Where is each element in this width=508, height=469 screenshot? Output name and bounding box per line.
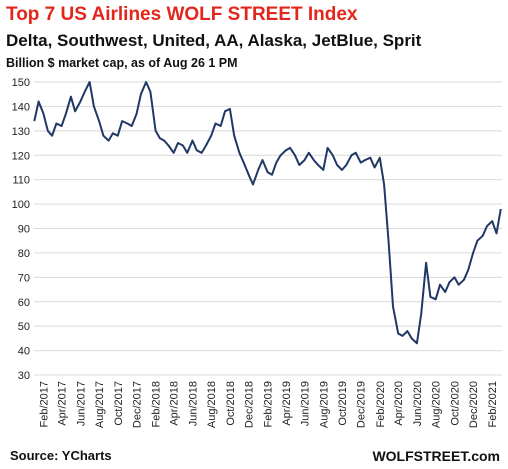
y-tick-label: 150: [12, 77, 30, 89]
chart-subtitle: Delta, Southwest, United, AA, Alaska, Je…: [6, 31, 422, 50]
chart-title: Top 7 US Airlines WOLF STREET Index: [6, 4, 358, 25]
x-tick-label: Jun/2019: [300, 381, 312, 426]
y-tick-label: 80: [18, 248, 30, 260]
chart-units-note: Billion $ market cap, as of Aug 26 1 PM: [6, 56, 238, 70]
y-tick-label: 60: [18, 297, 30, 309]
x-tick-label: Oct/2017: [113, 381, 125, 426]
y-tick-label: 110: [12, 175, 30, 187]
x-tick-label: Aug/2017: [94, 381, 106, 428]
x-tick-label: Oct/2020: [449, 381, 461, 426]
y-tick-label: 100: [12, 199, 30, 211]
y-tick-label: 130: [12, 126, 30, 138]
x-tick-label: Oct/2019: [337, 381, 349, 426]
x-tick-label: Aug/2019: [318, 381, 330, 428]
x-tick-label: Jun/2017: [75, 381, 87, 426]
x-tick-label: Apr/2018: [169, 381, 181, 426]
x-tick-label: Apr/2019: [281, 381, 293, 426]
y-tick-label: 90: [18, 224, 30, 236]
x-tick-label: Feb/2020: [375, 381, 387, 427]
brand-label: WOLFSTREET.com: [372, 448, 500, 464]
x-tick-label: Jun/2018: [187, 381, 199, 426]
x-tick-label: Aug/2020: [431, 381, 443, 428]
y-tick-label: 120: [12, 150, 30, 162]
y-tick-label: 40: [18, 346, 30, 358]
x-tick-label: Dec/2017: [132, 381, 144, 428]
source-label: Source: YCharts: [10, 448, 112, 463]
x-tick-label: Jun/2020: [412, 381, 424, 426]
x-tick-label: Feb/2019: [263, 381, 275, 427]
x-tick-label: Feb/2021: [487, 381, 499, 427]
x-tick-label: Dec/2020: [468, 381, 480, 428]
x-tick-label: Apr/2020: [393, 381, 405, 426]
y-tick-label: 50: [18, 321, 30, 333]
y-tick-label: 30: [18, 370, 30, 382]
x-tick-label: Apr/2017: [57, 381, 69, 426]
x-tick-label: Feb/2018: [151, 381, 163, 427]
x-tick-label: Aug/2018: [206, 381, 218, 428]
x-tick-label: Dec/2018: [244, 381, 256, 428]
x-tick-label: Oct/2018: [225, 381, 237, 426]
series-line: [33, 81, 502, 345]
x-tick-label: Dec/2019: [356, 381, 368, 428]
y-tick-label: 70: [18, 272, 30, 284]
y-tick-label: 140: [12, 101, 30, 113]
x-tick-label: Feb/2017: [39, 381, 51, 427]
